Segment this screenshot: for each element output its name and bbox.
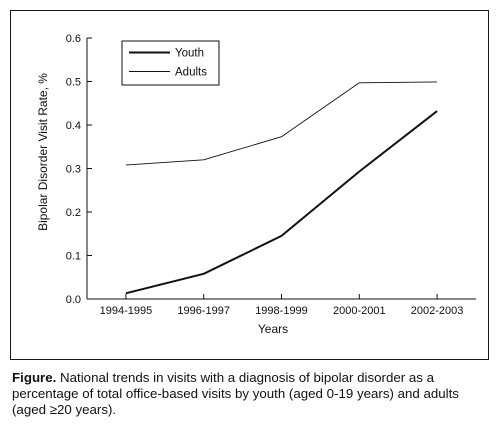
- x-tick-label: 2000-2001: [333, 305, 386, 317]
- series-lines: [125, 81, 438, 295]
- x-tick-label: 1994-1995: [100, 305, 153, 317]
- y-tick-label: 0.3: [66, 164, 81, 176]
- y-tick-label: 0.5: [66, 77, 81, 89]
- y-axis-title: Bipolar Disorder Visit Rate, %: [36, 73, 50, 231]
- y-tick-label: 0.0: [66, 294, 81, 306]
- series-line-adults: [125, 81, 438, 166]
- legend-box: [121, 40, 220, 86]
- legend: Youth Adults: [121, 40, 220, 86]
- y-tick-label: 0.1: [66, 251, 81, 263]
- y-tick-label: 0.4: [66, 120, 81, 132]
- y-tick-label: 0.6: [66, 33, 81, 45]
- chart-frame: 0.0 0.1 0.2 0.3 0.4 0.5 0.6 1994-1995 1996-1997 1…: [10, 10, 489, 360]
- legend-label-youth: Youth: [175, 48, 204, 60]
- x-axis-title: Years: [258, 322, 288, 336]
- y-tick-label: 0.2: [66, 207, 81, 219]
- line-chart: 0.0 0.1 0.2 0.3 0.4 0.5 0.6 1994-1995 1996-1997 1…: [36, 33, 476, 336]
- axis-ticks: 0.0 0.1 0.2 0.3 0.4 0.5 0.6 1994-1995 1996-1997 1…: [66, 33, 464, 317]
- series-line-youth: [125, 110, 438, 295]
- x-tick-label: 1996-1997: [177, 305, 230, 317]
- legend-label-adults: Adults: [175, 67, 207, 79]
- figure-caption: Figure. National trends in visits with a…: [12, 370, 490, 418]
- x-tick-label: 2002-2003: [411, 305, 464, 317]
- caption-text: National trends in visits with a diagnos…: [12, 370, 459, 417]
- caption-lead: Figure.: [12, 370, 57, 385]
- x-tick-label: 1998-1999: [255, 305, 308, 317]
